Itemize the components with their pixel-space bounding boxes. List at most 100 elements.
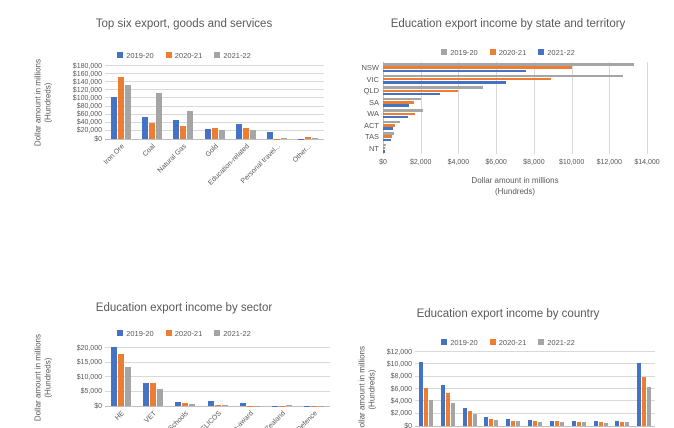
chart-income-by-state[interactable]: Education export income by state and ter… — [345, 12, 671, 212]
bar-2020-21 — [180, 126, 187, 139]
bar-2019-20 — [549, 420, 554, 426]
y-tick-label: $80,000 — [76, 103, 102, 111]
legend-swatch-icon — [538, 49, 545, 55]
gridline — [571, 62, 573, 154]
bar-2021-22 — [218, 129, 225, 139]
gridline — [105, 65, 324, 66]
y-tick-label: $0 — [94, 135, 102, 143]
chart-top-six-exports[interactable]: Top six export, goods and services 2019-… — [33, 12, 335, 244]
y-tick-label: $4,000 — [390, 397, 412, 405]
x-tick-label: $0 — [379, 159, 387, 166]
y-tick-label: $10,000 — [76, 373, 102, 381]
bar-2021-22 — [155, 92, 162, 139]
legend-label: 2019-20 — [126, 328, 154, 338]
bar-2019-20 — [111, 347, 118, 406]
category-label: NSW — [361, 63, 380, 73]
bar-2021-22 — [157, 388, 164, 406]
category-label: VIC — [366, 74, 379, 84]
y-tick-label: $160,000 — [72, 70, 102, 78]
bar-2019-20 — [235, 124, 242, 139]
y-tick-label: $2,000 — [390, 410, 412, 418]
legend-item-2020-21: 2020-21 — [489, 337, 527, 347]
gridline — [420, 62, 422, 154]
x-axis-title-line2: (Hundreds) — [494, 186, 535, 196]
bar-2021-22 — [383, 138, 391, 142]
y-axis-line — [383, 62, 384, 154]
bar-2019-20 — [383, 97, 421, 101]
legend-swatch-icon — [489, 339, 496, 345]
bar-2021-22 — [383, 104, 410, 107]
y-tick-label: $180,000 — [72, 62, 102, 70]
chart-income-by-sector[interactable]: Education export income by sector 2019-2… — [33, 296, 335, 428]
legend-item-2019-20: 2019-20 — [117, 51, 154, 60]
legend-swatch-icon — [538, 339, 545, 345]
chart-legend: 2019-20 2020-21 2021-22 — [33, 323, 335, 341]
legend-label: 2021-22 — [547, 337, 575, 347]
bar-2020-21 — [576, 421, 581, 426]
bar-2019-20 — [418, 361, 423, 426]
bar-2021-22 — [383, 115, 408, 119]
bar-2020-21 — [383, 89, 459, 93]
bar-2019-20 — [383, 120, 400, 124]
bar-2021-22 — [383, 150, 385, 153]
x-axis-title: Dollar amount in millions (Hundreds) — [383, 176, 647, 198]
bar-2019-20 — [267, 132, 274, 139]
legend-label: 2021-22 — [547, 47, 575, 57]
y-tick-label: $10,000 — [386, 360, 412, 368]
x-axis-line — [415, 426, 655, 427]
bar-2021-22 — [559, 422, 564, 426]
bar-2020-21 — [533, 421, 537, 426]
y-tick-label: $20,000 — [76, 344, 102, 352]
y-axis-title-line1: Dollar amount in millions — [33, 59, 43, 147]
plot-area: $0 $2,000 $4,000 $6,000 $8,000 $10,000 $12,000 — [387, 349, 655, 428]
y-tick-label: $8,000 — [390, 373, 412, 381]
legend-label: 2020-21 — [498, 337, 527, 347]
bar-2021-22 — [581, 422, 586, 426]
bar-2019-20 — [383, 109, 423, 112]
x-tick-label: $6,000 — [485, 159, 507, 166]
bar-2021-22 — [450, 403, 455, 426]
bar-2021-22 — [189, 403, 196, 406]
bar-2019-20 — [204, 128, 211, 139]
legend-label: 2019-20 — [450, 337, 478, 347]
gridline — [415, 375, 655, 377]
legend-item-2020-21: 2020-21 — [165, 329, 202, 338]
legend-label: 2020-21 — [174, 50, 203, 60]
plot-area: $0 $2,000 $4,000 $6,000 $8,000 $10,000 $12,000… — [362, 62, 660, 166]
gridline — [105, 97, 324, 99]
bar-2020-21 — [445, 393, 450, 426]
y-tick-label: $0 — [404, 422, 412, 428]
x-axis-line — [105, 406, 330, 407]
y-tick-label: $5,000 — [80, 388, 102, 395]
chart-title: Education export income by sector — [95, 302, 273, 314]
bar-2020-21 — [511, 420, 516, 426]
legend-item-2021-22: 2021-22 — [214, 51, 251, 60]
gridline — [105, 81, 324, 83]
bar-2021-22 — [516, 421, 521, 426]
y-axis-title-line2: (Hundreds) — [367, 369, 376, 410]
bar-2019-20 — [143, 382, 150, 406]
legend-swatch-icon — [214, 52, 221, 58]
bar-2021-22 — [383, 69, 527, 73]
y-axis-title: Dollar amount in millions (Hundreds) — [357, 315, 376, 428]
bar-2021-22 — [253, 405, 260, 406]
gridline — [415, 363, 655, 365]
bar-2021-22 — [125, 367, 132, 406]
gridline — [105, 376, 330, 377]
y-axis-title-line1: Dollar amount in millions — [33, 334, 43, 422]
legend-item-2020-21: 2020-21 — [165, 50, 203, 60]
bar-2020-21 — [150, 382, 157, 406]
bar-2019-20 — [271, 405, 278, 406]
gridline — [458, 62, 460, 154]
x-tick-label: $10,000 — [558, 159, 585, 166]
gridline — [105, 113, 324, 115]
bar-2019-20 — [173, 119, 180, 139]
bar-2020-21 — [274, 138, 281, 139]
x-tick-label: $2,000 — [409, 159, 432, 166]
bar-2020-21 — [383, 124, 396, 127]
legend-swatch-icon — [165, 330, 172, 336]
bar-2019-20 — [484, 417, 489, 426]
bar-2021-22 — [281, 138, 288, 139]
chart-income-by-country[interactable]: Education export income by country 2019-… — [345, 300, 671, 428]
